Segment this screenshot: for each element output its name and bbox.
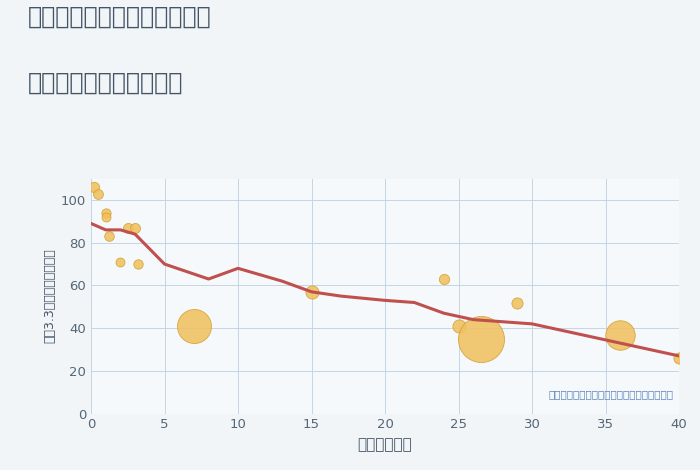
Text: 円の大きさは、取引のあった物件面積を示す: 円の大きさは、取引のあった物件面積を示す	[548, 390, 673, 400]
Point	[673, 354, 685, 362]
Point	[438, 275, 449, 283]
Text: 築年数別中古戸建て価格: 築年数別中古戸建て価格	[28, 70, 183, 94]
Point	[130, 224, 141, 232]
Point	[122, 224, 133, 232]
Point	[115, 258, 126, 266]
Point	[475, 335, 486, 343]
Point	[615, 331, 626, 338]
X-axis label: 築年数（年）: 築年数（年）	[358, 437, 412, 452]
Y-axis label: 坪（3.3㎡）単価（万円）: 坪（3.3㎡）単価（万円）	[43, 249, 57, 344]
Point	[100, 209, 111, 217]
Point	[132, 260, 144, 268]
Point	[100, 213, 111, 221]
Point	[188, 322, 199, 330]
Point	[88, 183, 99, 191]
Point	[453, 322, 464, 330]
Point	[103, 233, 114, 240]
Text: 愛知県名古屋市南区中割町の: 愛知県名古屋市南区中割町の	[28, 5, 211, 29]
Point	[512, 299, 523, 306]
Point	[92, 190, 104, 197]
Point	[306, 288, 317, 296]
